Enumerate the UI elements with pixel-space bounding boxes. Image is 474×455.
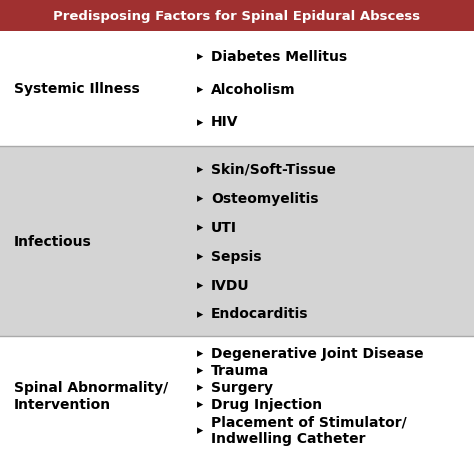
Text: Sepsis: Sepsis bbox=[211, 249, 262, 263]
Text: Predisposing Factors for Spinal Epidural Abscess: Predisposing Factors for Spinal Epidural… bbox=[54, 10, 420, 22]
Text: IVDU: IVDU bbox=[211, 278, 250, 292]
Bar bbox=[0, 147, 474, 336]
Text: ▸: ▸ bbox=[197, 116, 203, 129]
Bar bbox=[0, 336, 474, 455]
Text: ▸: ▸ bbox=[197, 346, 203, 359]
Bar bbox=[0, 32, 474, 147]
Text: Diabetes Mellitus: Diabetes Mellitus bbox=[211, 50, 347, 63]
Text: Spinal Abnormality/
Intervention: Spinal Abnormality/ Intervention bbox=[14, 380, 168, 411]
Text: ▸: ▸ bbox=[197, 424, 203, 436]
Text: Systemic Illness: Systemic Illness bbox=[14, 82, 140, 96]
Text: ▸: ▸ bbox=[197, 221, 203, 233]
Text: ▸: ▸ bbox=[197, 83, 203, 96]
Text: ▸: ▸ bbox=[197, 380, 203, 394]
Text: ▸: ▸ bbox=[197, 307, 203, 320]
Text: Endocarditis: Endocarditis bbox=[211, 307, 309, 321]
Text: ▸: ▸ bbox=[197, 364, 203, 376]
Text: UTI: UTI bbox=[211, 220, 237, 234]
Text: Drug Injection: Drug Injection bbox=[211, 397, 322, 411]
Text: HIV: HIV bbox=[211, 115, 238, 129]
Text: Placement of Stimulator/
Indwelling Catheter: Placement of Stimulator/ Indwelling Cath… bbox=[211, 415, 407, 445]
Text: Alcoholism: Alcoholism bbox=[211, 82, 296, 96]
Text: ▸: ▸ bbox=[197, 162, 203, 176]
Text: Osteomyelitis: Osteomyelitis bbox=[211, 191, 319, 205]
Text: ▸: ▸ bbox=[197, 278, 203, 291]
Text: Surgery: Surgery bbox=[211, 380, 273, 394]
Text: Infectious: Infectious bbox=[14, 234, 92, 248]
Text: Skin/Soft-Tissue: Skin/Soft-Tissue bbox=[211, 162, 336, 176]
Text: ▸: ▸ bbox=[197, 398, 203, 411]
Text: Trauma: Trauma bbox=[211, 363, 269, 377]
Text: ▸: ▸ bbox=[197, 50, 203, 63]
Bar bbox=[0, 0, 474, 32]
Text: Degenerative Joint Disease: Degenerative Joint Disease bbox=[211, 346, 424, 360]
Text: ▸: ▸ bbox=[197, 249, 203, 263]
Text: ▸: ▸ bbox=[197, 192, 203, 205]
